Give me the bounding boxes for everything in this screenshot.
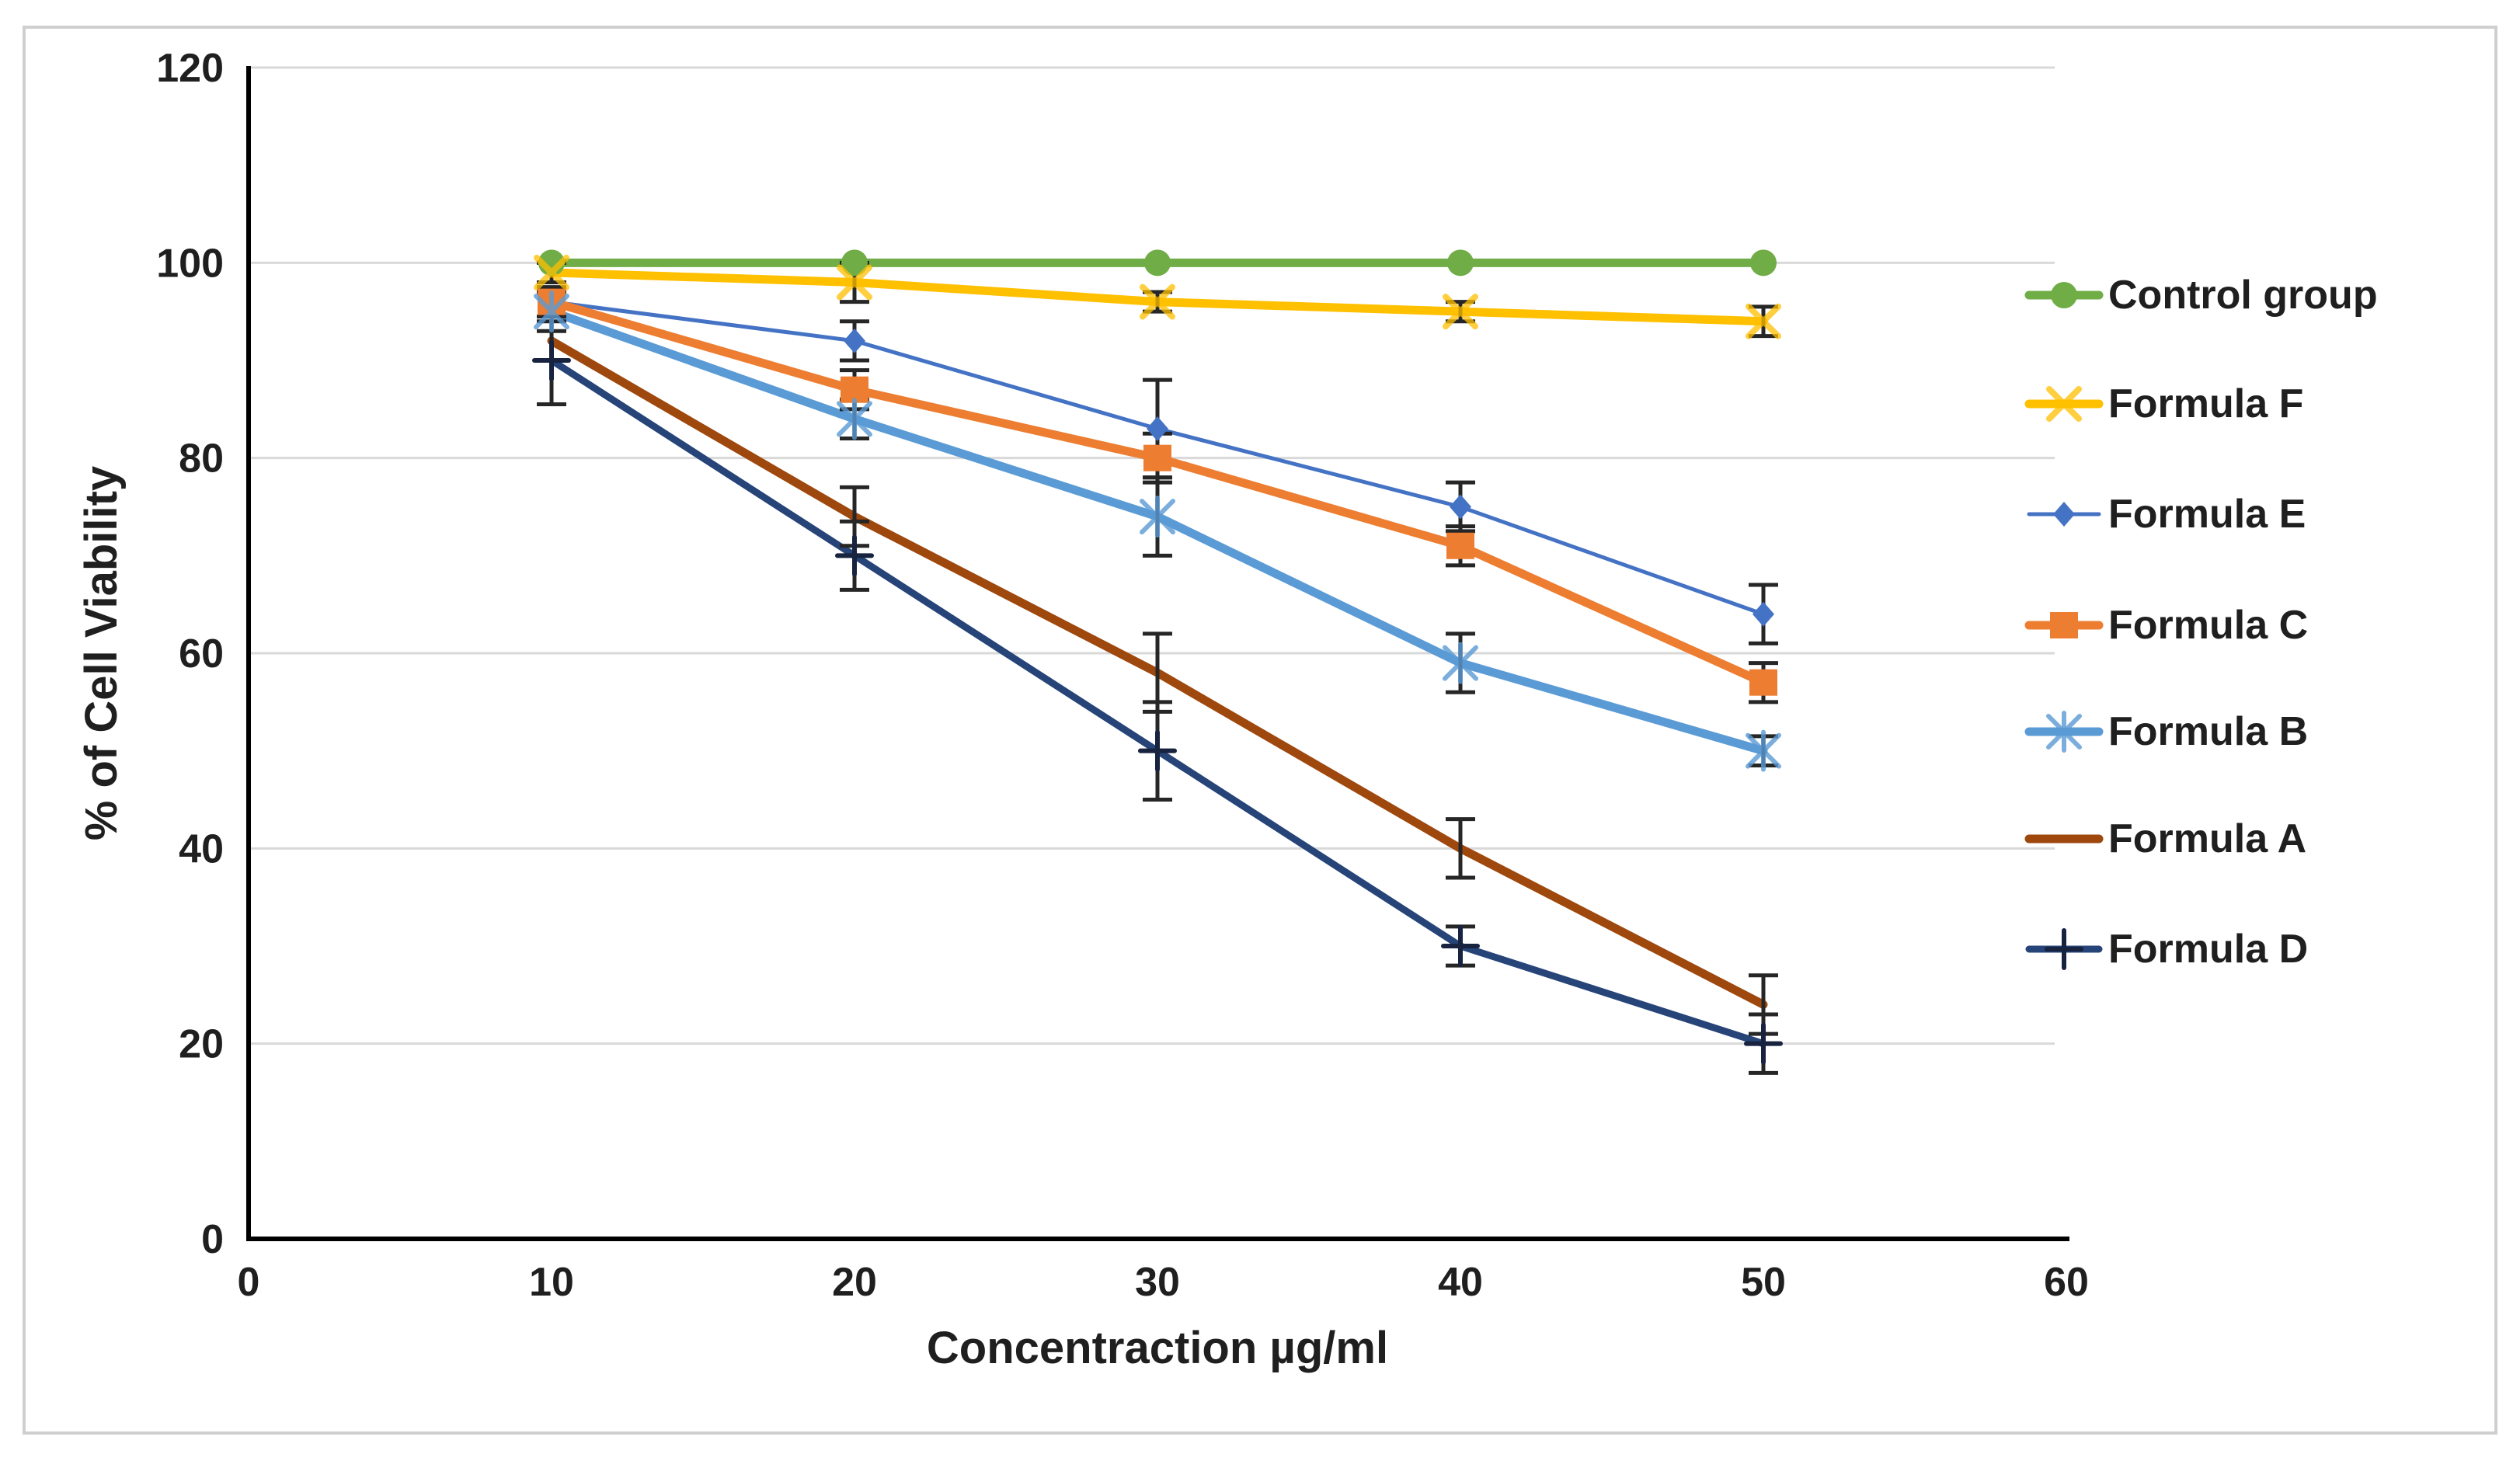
- legend-item-control-group: Control group: [2024, 273, 2378, 318]
- marker-formula-b-x30: [1140, 496, 1175, 538]
- x-axis-title: Concentraction µg/ml: [927, 1323, 1388, 1373]
- x-tick-label-60: 60: [2044, 1260, 2089, 1305]
- marker-formula-f-x50: [1746, 303, 1781, 339]
- marker-control-group-x30: [1144, 249, 1171, 277]
- legend-label-control-group: Control group: [2108, 273, 2378, 318]
- marker-formula-b-x50: [1746, 729, 1781, 772]
- marker-control-group-x20: [841, 249, 868, 277]
- marker-formula-f-x20-stroke-2: [837, 264, 872, 301]
- marker-formula-f-x10-stroke-2: [534, 254, 569, 290]
- legend-marker-formula-f-stroke-2: [2046, 386, 2082, 422]
- marker-formula-e-x20: [844, 328, 865, 353]
- legend-label-formula-d: Formula D: [2108, 927, 2308, 972]
- marker-formula-e-x50: [1753, 601, 1774, 627]
- y-tick-label-20: 20: [179, 1022, 224, 1067]
- axes-layer: 0 10 20 30 40 50 60 0 20 40 60 80 100 120: [156, 46, 2089, 1305]
- y-axis-title: % of Cell Viability: [76, 466, 127, 840]
- legend-label-formula-f: Formula F: [2108, 381, 2303, 426]
- marker-formula-f-x40: [1443, 294, 1478, 330]
- y-tick-label-60: 60: [179, 631, 224, 677]
- legend-label-formula-e: Formula E: [2108, 492, 2306, 537]
- y-tick-label-80: 80: [179, 437, 224, 482]
- marker-formula-d-x40: [1441, 925, 1480, 967]
- marker-formula-f-x30: [1140, 284, 1175, 320]
- y-tick-label-0: 0: [201, 1217, 224, 1262]
- marker-formula-b-x40: [1443, 642, 1478, 684]
- marker-formula-f-x40-stroke-2: [1443, 294, 1478, 330]
- marker-formula-d-x10: [532, 339, 571, 381]
- legend-label-formula-a: Formula A: [2108, 816, 2306, 861]
- legend-label-formula-c: Formula C: [2108, 603, 2308, 648]
- marker-formula-f-x10: [534, 254, 569, 290]
- legend-item-formula-a: Formula A: [2024, 816, 2306, 861]
- marker-formula-e-x40: [1450, 494, 1471, 520]
- marker-formula-f-x30-stroke-2: [1140, 284, 1175, 320]
- markers-layer: [532, 249, 1783, 1065]
- marker-formula-d-x20: [835, 534, 874, 577]
- legend-item-formula-c: Formula C: [2024, 603, 2308, 648]
- marker-formula-c-x40: [1446, 532, 1474, 559]
- y-tick-label-40: 40: [179, 826, 224, 871]
- marker-formula-c-x30: [1143, 444, 1171, 471]
- legend-marker-control-group: [2051, 282, 2077, 308]
- axis-labels-layer: Concentraction µg/ml % of Cell Viability: [76, 466, 1388, 1373]
- marker-control-group-x40: [1447, 249, 1474, 277]
- legend-item-formula-b: Formula B: [2024, 709, 2308, 754]
- marker-formula-b-x10: [534, 290, 569, 333]
- legend-label-formula-b: Formula B: [2108, 709, 2308, 754]
- x-tick-label-40: 40: [1438, 1260, 1483, 1305]
- legend-marker-formula-b: [2046, 711, 2082, 753]
- x-tick-label-20: 20: [832, 1260, 877, 1305]
- y-tick-label-100: 100: [156, 241, 224, 286]
- error-bar-formula-a-x40: [1446, 817, 1475, 880]
- marker-formula-c-x50: [1749, 669, 1777, 696]
- error-bars-layer: [537, 260, 1778, 1075]
- legend-item-formula-d: Formula D: [2025, 927, 2308, 972]
- legend-item-formula-f: Formula F: [2024, 381, 2303, 426]
- legend-marker-formula-e: [2053, 502, 2075, 527]
- y-tick-label-120: 120: [156, 46, 224, 91]
- marker-control-group-x50: [1750, 249, 1777, 277]
- x-tick-label-10: 10: [529, 1260, 574, 1305]
- x-tick-label-0: 0: [238, 1260, 260, 1305]
- legend-marker-formula-f: [2046, 386, 2082, 422]
- x-tick-label-30: 30: [1135, 1260, 1180, 1305]
- legend-marker-formula-d: [2045, 928, 2083, 970]
- error-bar-formula-a-x30: [1143, 631, 1172, 714]
- marker-formula-d-x30: [1138, 729, 1177, 772]
- legend: Control group Formula F Formula E Formula C…: [2024, 273, 2378, 972]
- marker-formula-e-x30: [1147, 416, 1168, 441]
- legend-item-formula-e: Formula E: [2027, 492, 2306, 537]
- marker-formula-d-x50: [1744, 1022, 1783, 1065]
- marker-formula-f-x20: [837, 264, 872, 301]
- x-tick-label-50: 50: [1741, 1260, 1786, 1305]
- legend-marker-formula-c: [2050, 612, 2078, 638]
- marker-formula-b-x20: [837, 398, 872, 440]
- marker-formula-f-x50-stroke-2: [1746, 303, 1781, 339]
